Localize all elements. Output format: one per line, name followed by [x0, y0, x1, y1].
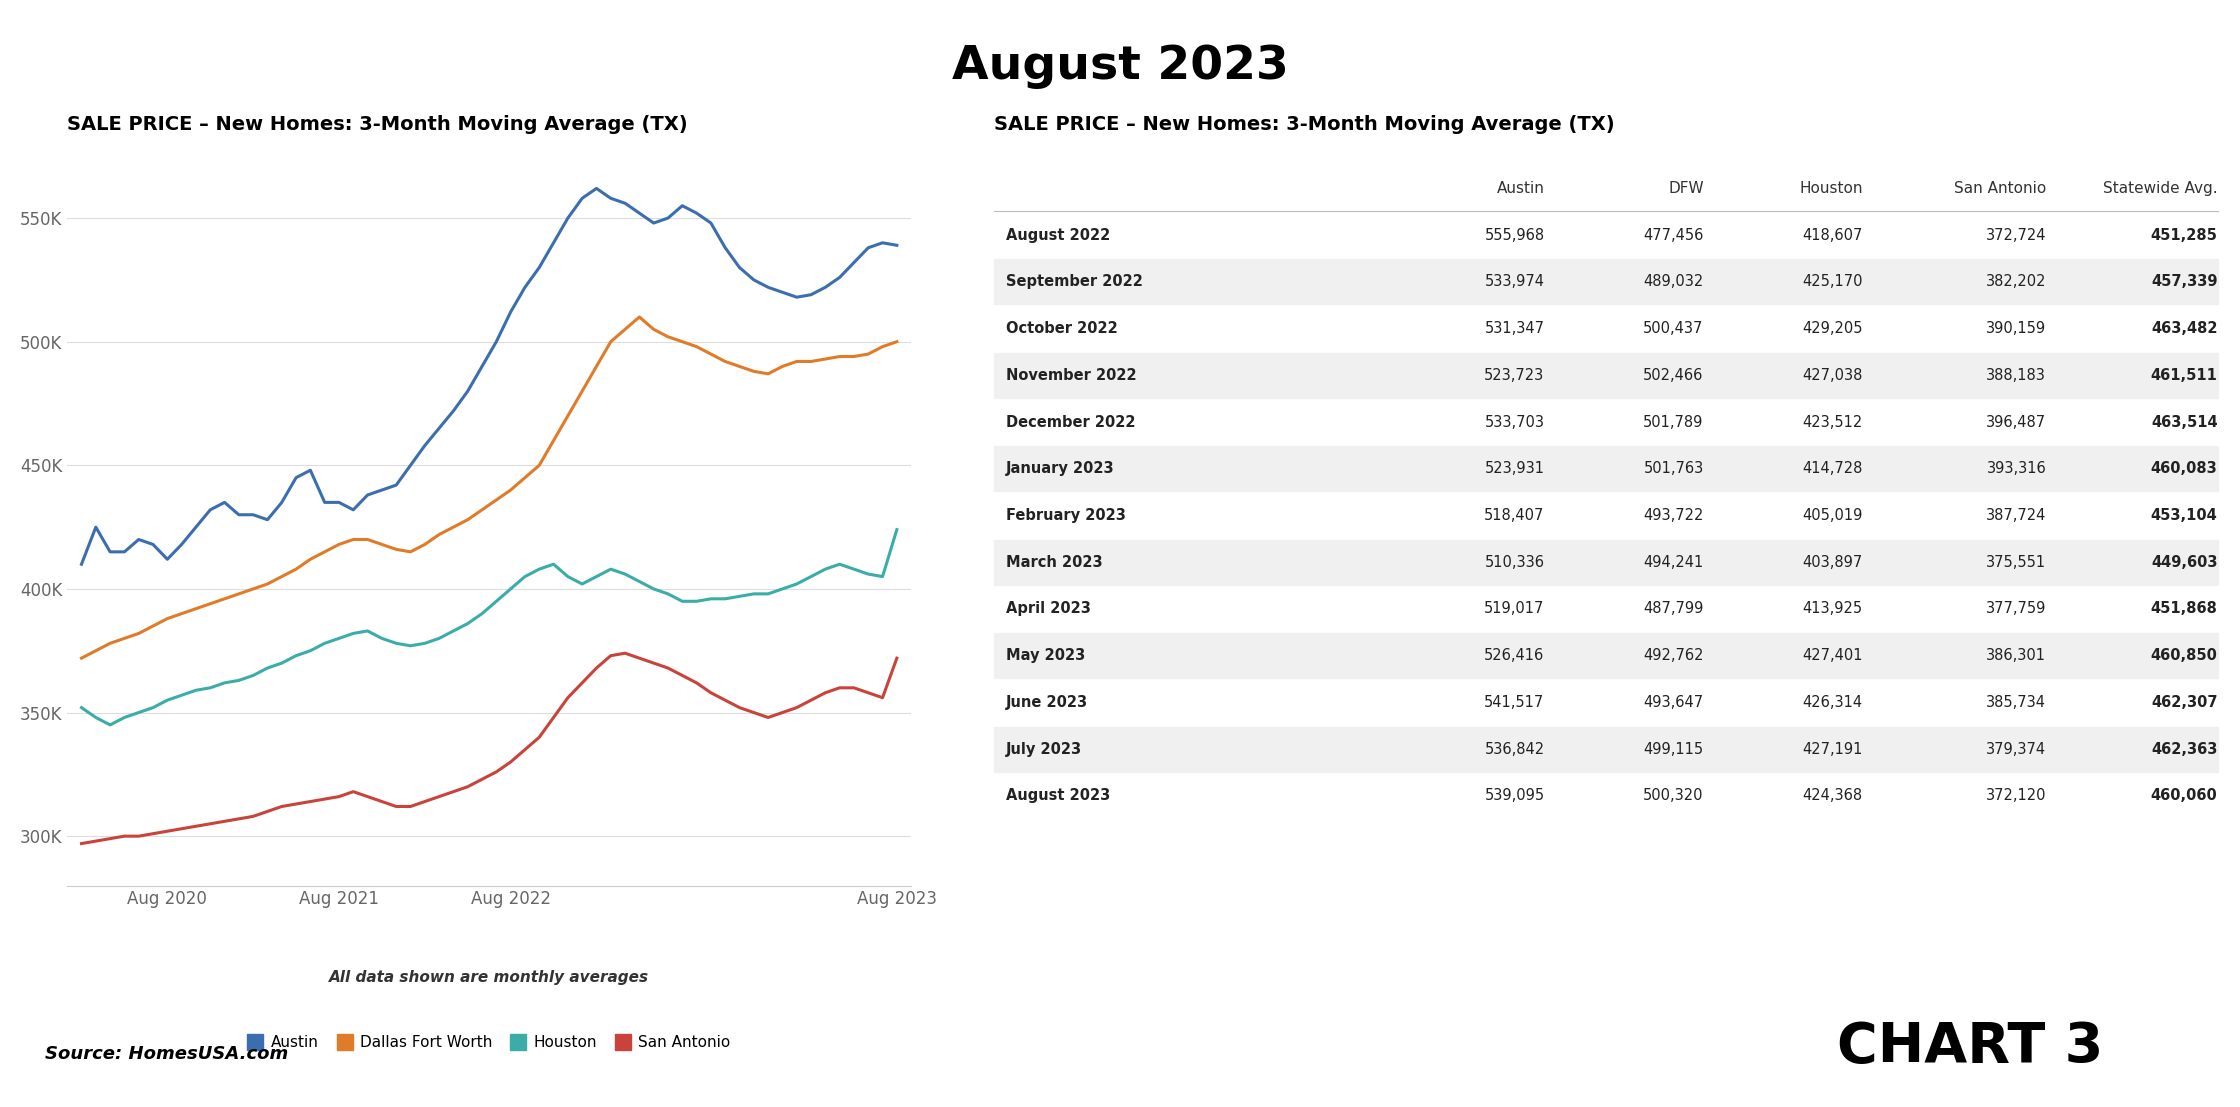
- Text: All data shown are monthly averages: All data shown are monthly averages: [329, 970, 650, 985]
- Text: September 2022: September 2022: [1006, 275, 1142, 289]
- Text: 403,897: 403,897: [1803, 555, 1864, 570]
- Text: 510,336: 510,336: [1485, 555, 1546, 570]
- Text: 427,038: 427,038: [1803, 368, 1864, 383]
- Text: Houston: Houston: [1799, 180, 1864, 196]
- Text: April 2023: April 2023: [1006, 601, 1091, 617]
- Text: 460,060: 460,060: [2150, 788, 2218, 804]
- Text: Statewide Avg.: Statewide Avg.: [2103, 180, 2218, 196]
- Text: SALE PRICE – New Homes: 3-Month Moving Average (TX): SALE PRICE – New Homes: 3-Month Moving A…: [995, 115, 1615, 134]
- Text: 379,374: 379,374: [1987, 742, 2047, 756]
- Text: 463,514: 463,514: [2150, 414, 2218, 430]
- Text: 526,416: 526,416: [1485, 649, 1546, 663]
- Text: 500,320: 500,320: [1644, 788, 1705, 804]
- Text: July 2023: July 2023: [1006, 742, 1082, 756]
- Text: 499,115: 499,115: [1644, 742, 1705, 756]
- Text: 523,931: 523,931: [1485, 462, 1546, 476]
- Text: 461,511: 461,511: [2150, 368, 2218, 383]
- Text: 477,456: 477,456: [1644, 228, 1705, 242]
- Text: 460,850: 460,850: [2150, 649, 2218, 663]
- FancyBboxPatch shape: [995, 353, 2218, 397]
- Text: 493,647: 493,647: [1644, 695, 1705, 710]
- Text: 462,363: 462,363: [2150, 742, 2218, 756]
- Text: 385,734: 385,734: [1987, 695, 2047, 710]
- FancyBboxPatch shape: [995, 633, 2218, 679]
- Text: May 2023: May 2023: [1006, 649, 1086, 663]
- Text: 427,191: 427,191: [1803, 742, 1864, 756]
- Text: August 2022: August 2022: [1006, 228, 1111, 242]
- Text: 489,032: 489,032: [1644, 275, 1705, 289]
- Text: 424,368: 424,368: [1803, 788, 1864, 804]
- Text: January 2023: January 2023: [1006, 462, 1116, 476]
- FancyBboxPatch shape: [995, 259, 2218, 304]
- Text: DFW: DFW: [1669, 180, 1705, 196]
- Text: 427,401: 427,401: [1803, 649, 1864, 663]
- Text: 386,301: 386,301: [1987, 649, 2047, 663]
- Text: Source: HomesUSA.com: Source: HomesUSA.com: [45, 1045, 289, 1063]
- Text: August 2023: August 2023: [1006, 788, 1111, 804]
- Text: November 2022: November 2022: [1006, 368, 1136, 383]
- Text: 426,314: 426,314: [1803, 695, 1864, 710]
- Text: 388,183: 388,183: [1987, 368, 2047, 383]
- Legend: Austin, Dallas Fort Worth, Houston, San Antonio: Austin, Dallas Fort Worth, Houston, San …: [242, 1028, 737, 1056]
- Text: 377,759: 377,759: [1987, 601, 2047, 617]
- Text: 460,083: 460,083: [2150, 462, 2218, 476]
- Text: 423,512: 423,512: [1803, 414, 1864, 430]
- Text: 425,170: 425,170: [1803, 275, 1864, 289]
- Text: 413,925: 413,925: [1803, 601, 1864, 617]
- Text: 457,339: 457,339: [2150, 275, 2218, 289]
- FancyBboxPatch shape: [995, 540, 2218, 584]
- Text: 418,607: 418,607: [1803, 228, 1864, 242]
- Text: 519,017: 519,017: [1485, 601, 1546, 617]
- Text: SALE PRICE – New Homes: 3-Month Moving Average (TX): SALE PRICE – New Homes: 3-Month Moving A…: [67, 115, 688, 134]
- Text: 449,603: 449,603: [2150, 555, 2218, 570]
- Text: 518,407: 518,407: [1485, 508, 1546, 523]
- Text: 387,724: 387,724: [1987, 508, 2047, 523]
- Text: 414,728: 414,728: [1803, 462, 1864, 476]
- Text: 451,285: 451,285: [2150, 228, 2218, 242]
- Text: October 2022: October 2022: [1006, 321, 1118, 337]
- Text: 501,763: 501,763: [1644, 462, 1705, 476]
- FancyBboxPatch shape: [995, 726, 2218, 772]
- Text: 493,722: 493,722: [1644, 508, 1705, 523]
- Text: 382,202: 382,202: [1987, 275, 2047, 289]
- Text: 494,241: 494,241: [1644, 555, 1705, 570]
- Text: March 2023: March 2023: [1006, 555, 1102, 570]
- Text: 539,095: 539,095: [1485, 788, 1546, 804]
- Text: 393,316: 393,316: [1987, 462, 2047, 476]
- Text: 453,104: 453,104: [2150, 508, 2218, 523]
- Text: 405,019: 405,019: [1803, 508, 1864, 523]
- Text: 372,724: 372,724: [1987, 228, 2047, 242]
- Text: 492,762: 492,762: [1644, 649, 1705, 663]
- Text: 533,703: 533,703: [1485, 414, 1546, 430]
- Text: 396,487: 396,487: [1987, 414, 2047, 430]
- Text: 372,120: 372,120: [1987, 788, 2047, 804]
- Text: 462,307: 462,307: [2150, 695, 2218, 710]
- Text: 429,205: 429,205: [1803, 321, 1864, 337]
- Text: 451,868: 451,868: [2150, 601, 2218, 617]
- Text: 531,347: 531,347: [1485, 321, 1546, 337]
- Text: Austin: Austin: [1496, 180, 1546, 196]
- Text: December 2022: December 2022: [1006, 414, 1136, 430]
- Text: 536,842: 536,842: [1485, 742, 1546, 756]
- Text: San Antonio: San Antonio: [1953, 180, 2047, 196]
- Text: 555,968: 555,968: [1485, 228, 1546, 242]
- Text: June 2023: June 2023: [1006, 695, 1089, 710]
- Text: 501,789: 501,789: [1644, 414, 1705, 430]
- Text: 390,159: 390,159: [1987, 321, 2047, 337]
- Text: 523,723: 523,723: [1485, 368, 1546, 383]
- Text: 533,974: 533,974: [1485, 275, 1546, 289]
- Text: 487,799: 487,799: [1644, 601, 1705, 617]
- Text: August 2023: August 2023: [952, 44, 1288, 90]
- Text: CHART 3: CHART 3: [1837, 1020, 2103, 1074]
- Text: 541,517: 541,517: [1485, 695, 1546, 710]
- Text: 463,482: 463,482: [2150, 321, 2218, 337]
- Text: 502,466: 502,466: [1644, 368, 1705, 383]
- Text: February 2023: February 2023: [1006, 508, 1127, 523]
- Text: 375,551: 375,551: [1987, 555, 2047, 570]
- FancyBboxPatch shape: [995, 446, 2218, 492]
- Text: 500,437: 500,437: [1644, 321, 1705, 337]
